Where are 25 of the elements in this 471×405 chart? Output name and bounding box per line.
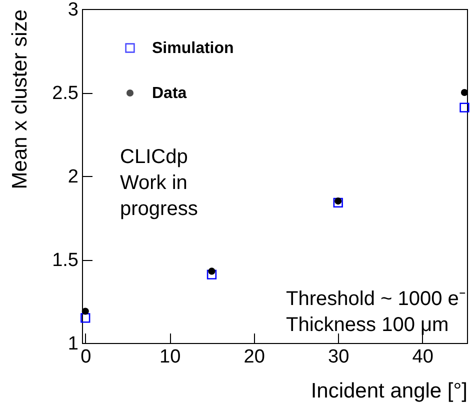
x-tick-label: 30 (328, 346, 350, 368)
y-tick-label: 3 (68, 0, 78, 20)
annotation: Threshold ~ 1000 e⁻ (286, 288, 466, 310)
y-tick-label: 1.5 (52, 250, 78, 271)
legend-label: Data (152, 85, 187, 102)
annotation: CLICdp (120, 146, 188, 168)
x-tick-label: 10 (160, 346, 181, 368)
x-tick-label: 20 (244, 346, 265, 368)
y-axis-title: Mean x cluster size (8, 10, 32, 190)
point (334, 198, 342, 205)
point (206, 270, 217, 280)
annotation: Thickness 100 μm (286, 314, 449, 336)
x-tick-label: 0 (80, 346, 92, 368)
legend-label: Simulation (152, 40, 234, 57)
y-tick-label: 1 (68, 334, 78, 354)
point (208, 268, 216, 275)
point (333, 198, 343, 208)
y-tick-label: 2.5 (52, 83, 78, 104)
point (82, 308, 89, 315)
y-tick-label: 2 (68, 166, 78, 188)
point (80, 313, 90, 323)
x-axis-title: Incident angle [°] (310, 380, 468, 402)
point (460, 102, 470, 112)
x-tick-label: 40 (412, 346, 434, 368)
annotation: Work in progress (120, 172, 198, 220)
